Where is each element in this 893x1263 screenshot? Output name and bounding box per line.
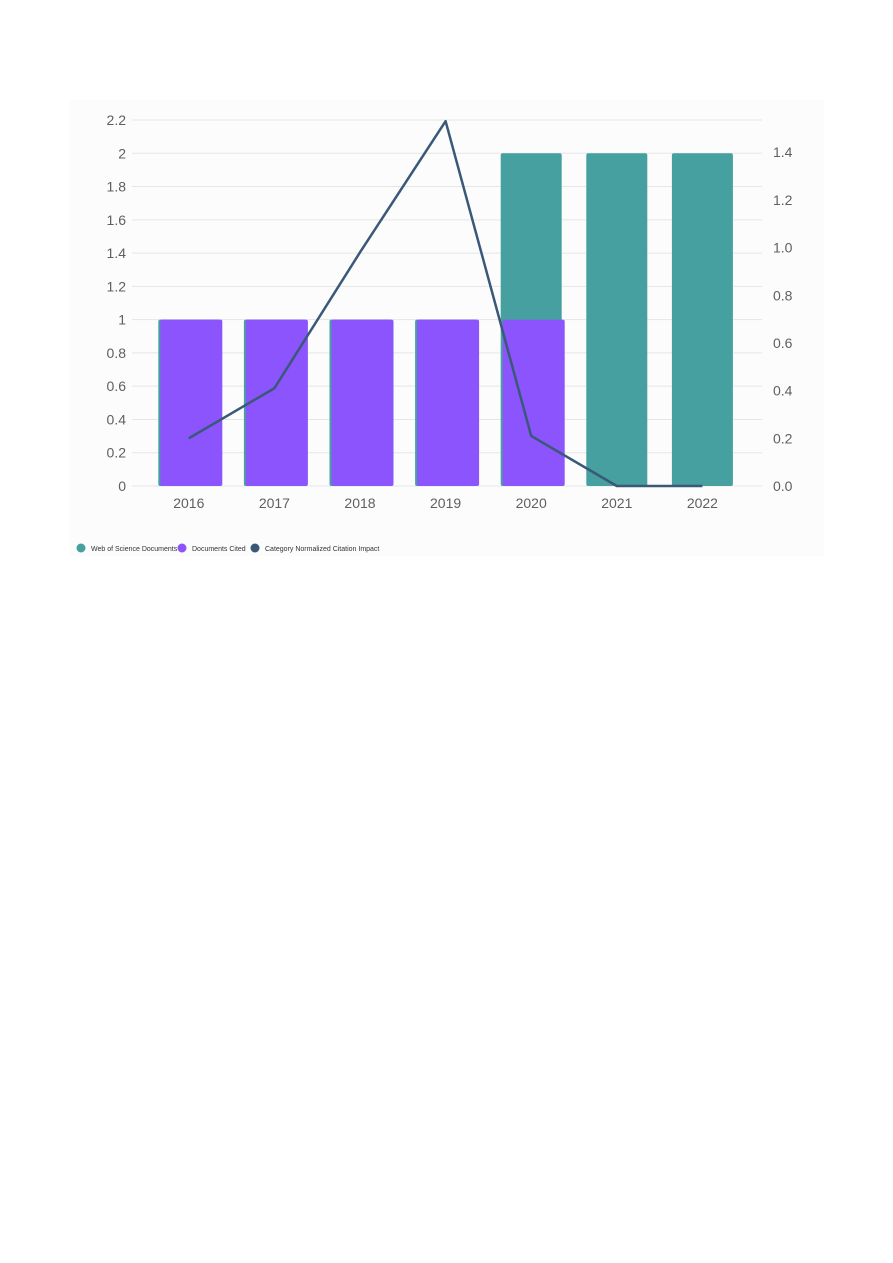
- legend-dot-web-of-science: [76, 543, 86, 553]
- x-tick-label: 2018: [344, 495, 375, 511]
- left-tick-label: 1.8: [107, 179, 127, 195]
- x-tick-label: 2019: [430, 495, 461, 511]
- left-y-axis: 0 0.2 0.4 0.6 0.8 1 1.2 1.4 1.6 1.8 2 2.2: [107, 112, 127, 494]
- left-tick-label: 2: [118, 145, 126, 161]
- bar-documents-cited: [245, 319, 308, 486]
- left-tick-label: 0.6: [107, 378, 127, 394]
- right-tick-label: 1.0: [773, 240, 793, 256]
- left-tick-label: 2.2: [107, 112, 127, 128]
- left-tick-label: 1.2: [107, 278, 127, 294]
- bar-documents-cited: [331, 319, 394, 486]
- left-tick-label: 0: [118, 478, 126, 494]
- right-tick-label: 0.8: [773, 287, 793, 303]
- left-tick-label: 0.4: [107, 411, 127, 427]
- legend-label: Category Normalized Citation Impact: [265, 546, 379, 553]
- right-tick-label: 0.0: [773, 478, 793, 494]
- x-tick-label: 2017: [259, 495, 290, 511]
- legend-label: Web of Science Documents: [91, 546, 178, 553]
- left-tick-label: 1: [118, 312, 126, 328]
- bar-documents-cited: [417, 319, 480, 486]
- right-tick-label: 1.2: [773, 192, 793, 208]
- bar-web-of-science-documents: [671, 153, 733, 487]
- citation-impact-line: [188, 119, 703, 488]
- left-tick-label: 0.8: [107, 345, 127, 361]
- legend: Web of Science Documents Documents Cited C…: [76, 543, 379, 553]
- legend-label: Documents Cited: [192, 546, 246, 553]
- left-tick-label: 1.4: [107, 245, 127, 261]
- line-category-normalized-citation-impact: [188, 119, 703, 488]
- right-tick-label: 0.4: [773, 383, 793, 399]
- x-tick-label: 2020: [516, 495, 547, 511]
- right-tick-label: 0.2: [773, 430, 793, 446]
- left-tick-label: 0.2: [107, 445, 127, 461]
- right-y-axis: 0.0 0.2 0.4 0.6 0.8 1.0 1.2 1.4: [773, 144, 793, 494]
- x-axis: 2016 2017 2018 2019 2020 2021 2022: [173, 495, 718, 511]
- bar-documents-cited: [502, 319, 565, 486]
- x-tick-label: 2021: [601, 495, 632, 511]
- legend-dot-citation-impact: [250, 543, 260, 553]
- bars: [158, 153, 733, 487]
- combo-chart: 0 0.2 0.4 0.6 0.8 1 1.2 1.4 1.6 1.8 2 2.2 0.0 0.2 0.4…: [76, 112, 793, 553]
- x-tick-label: 2022: [687, 495, 718, 511]
- left-tick-label: 1.6: [107, 212, 127, 228]
- x-tick-label: 2016: [173, 495, 204, 511]
- legend-dot-documents-cited: [177, 543, 187, 553]
- right-tick-label: 0.6: [773, 335, 793, 351]
- bar-web-of-science-documents: [586, 153, 648, 487]
- right-tick-label: 1.4: [773, 144, 793, 160]
- bar-documents-cited: [160, 319, 223, 486]
